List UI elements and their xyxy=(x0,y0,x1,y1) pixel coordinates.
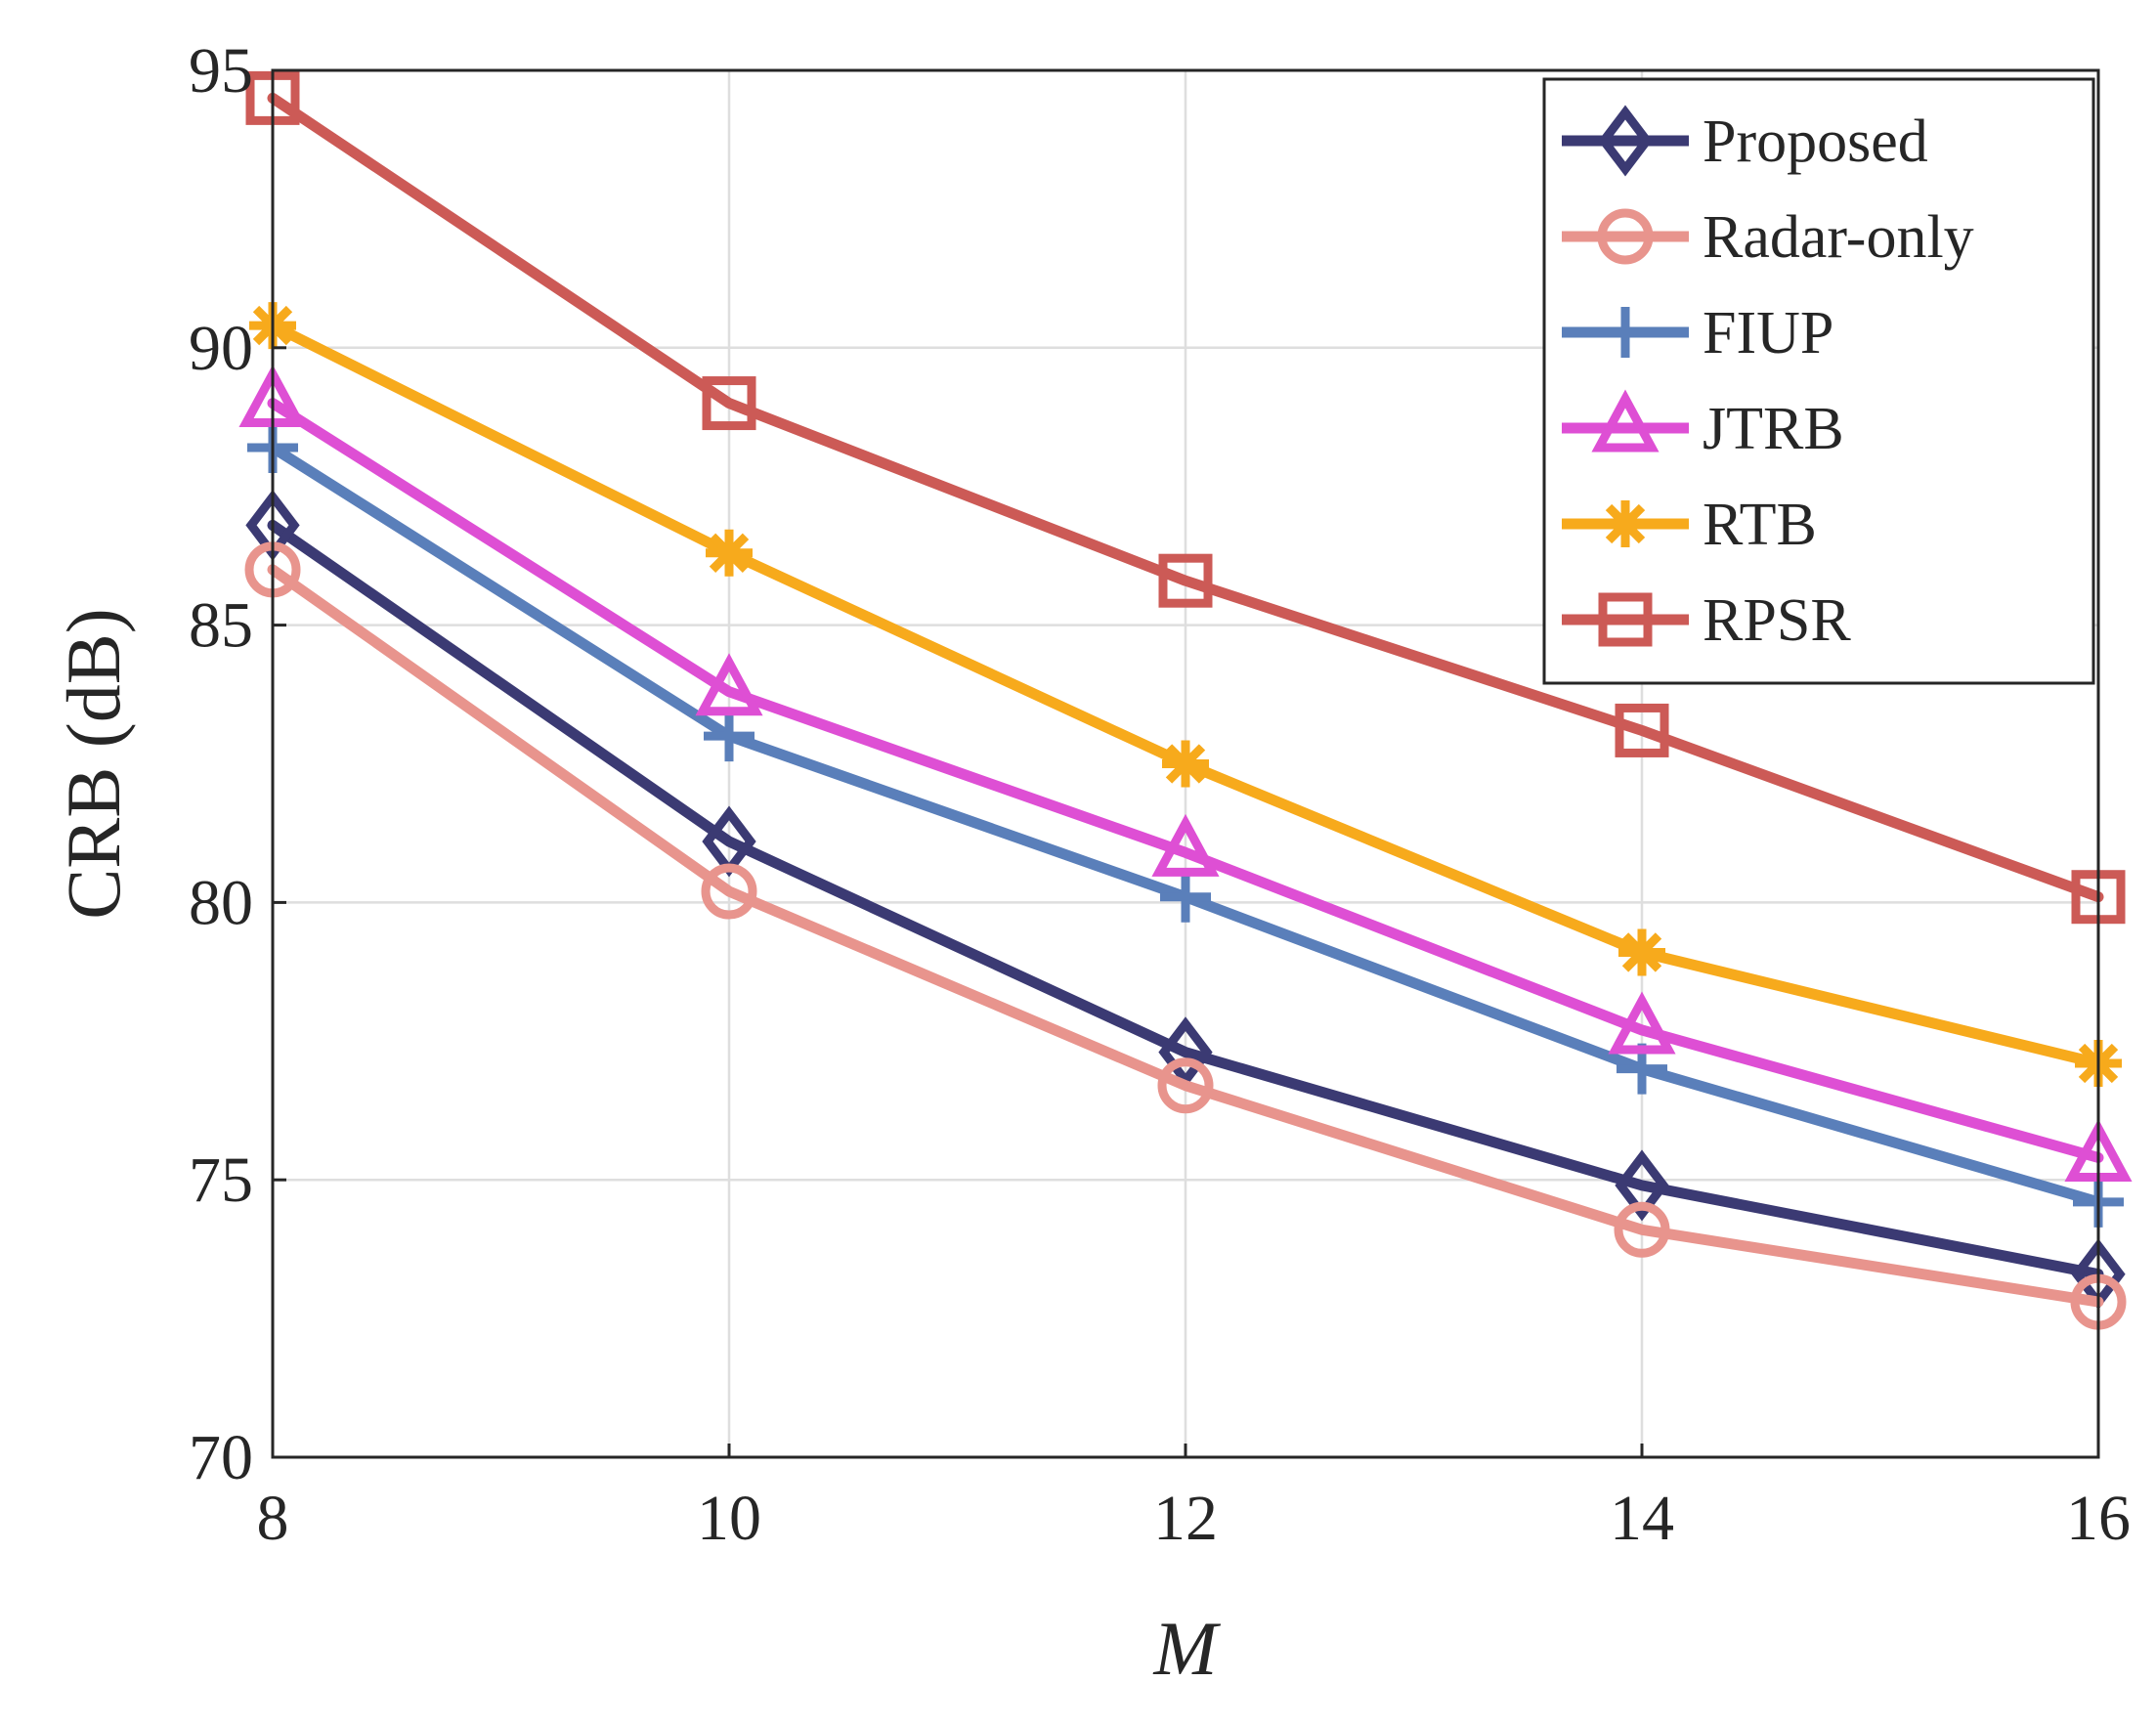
data-point-triangle xyxy=(1608,991,1676,1055)
x-tick-label: 8 xyxy=(257,1483,289,1554)
legend-label: Proposed xyxy=(1703,108,1928,175)
legend-marker-asterisk xyxy=(1602,500,1649,547)
x-tick-label: 16 xyxy=(2066,1483,2131,1554)
data-point-circle xyxy=(1157,1057,1214,1114)
legend-item: Proposed xyxy=(1562,105,1928,177)
x-axis-title: M xyxy=(1153,1606,1222,1691)
legend-label: FIUP xyxy=(1703,300,1833,367)
legend-box xyxy=(1542,77,2095,685)
x-tick-label: 14 xyxy=(1610,1483,1674,1554)
legend-item: RTB xyxy=(1562,492,1817,558)
legend-label: Radar-only xyxy=(1703,204,1974,271)
y-tick-labels: 70 75 80 85 90 95 xyxy=(189,35,286,1493)
series-rpsr xyxy=(245,70,2126,925)
data-point-diamond xyxy=(1615,1149,1669,1222)
legend-marker-diamond xyxy=(1598,105,1653,177)
x-tick-label: 12 xyxy=(1153,1483,1218,1554)
series-line xyxy=(267,519,2104,1280)
data-point-square xyxy=(702,376,756,431)
y-tick-label: 70 xyxy=(189,1422,253,1493)
legend-marker-plus xyxy=(1600,307,1651,358)
y-tick-label: 75 xyxy=(189,1144,253,1216)
legend-label: RTB xyxy=(1703,492,1817,558)
legend-label: RPSR xyxy=(1703,587,1851,654)
legend-item: FIUP xyxy=(1562,300,1833,367)
data-point-square xyxy=(1158,553,1213,608)
legend-label: JTRB xyxy=(1703,396,1844,462)
data-point-asterisk xyxy=(1162,740,1209,788)
x-tick-label: 10 xyxy=(697,1483,761,1554)
series-line xyxy=(267,564,2104,1308)
y-axis-title: CRB (dB) xyxy=(51,608,136,920)
series-line xyxy=(267,398,2104,1163)
data-point-triangle xyxy=(695,653,763,716)
legend: Proposed Radar-only FIUP JTRB RTB RPSR xyxy=(1542,77,2095,685)
legend-marker-circle xyxy=(1597,208,1654,265)
y-tick-label: 85 xyxy=(189,590,253,662)
legend-item: Radar-only xyxy=(1562,204,1974,271)
data-point-square xyxy=(1615,703,1669,757)
legend-item: JTRB xyxy=(1562,389,1844,462)
data-point-asterisk xyxy=(706,529,753,577)
x-tick-labels: 8 10 12 14 16 xyxy=(257,1444,2131,1554)
legend-marker-triangle xyxy=(1591,389,1660,453)
y-tick-label: 90 xyxy=(189,313,253,384)
legend-item: RPSR xyxy=(1562,587,1851,654)
series-rtb xyxy=(249,302,2122,1087)
data-point-asterisk xyxy=(1618,928,1665,976)
data-point-circle xyxy=(1614,1201,1670,1258)
data-point-plus xyxy=(704,711,755,762)
data-point-triangle xyxy=(1151,813,1220,877)
y-tick-label: 80 xyxy=(189,867,253,938)
y-tick-label: 95 xyxy=(189,35,253,107)
legend-marker-square xyxy=(1598,592,1653,647)
data-point-plus xyxy=(1160,871,1211,923)
data-point-circle xyxy=(701,863,757,920)
series-line xyxy=(267,92,2104,903)
